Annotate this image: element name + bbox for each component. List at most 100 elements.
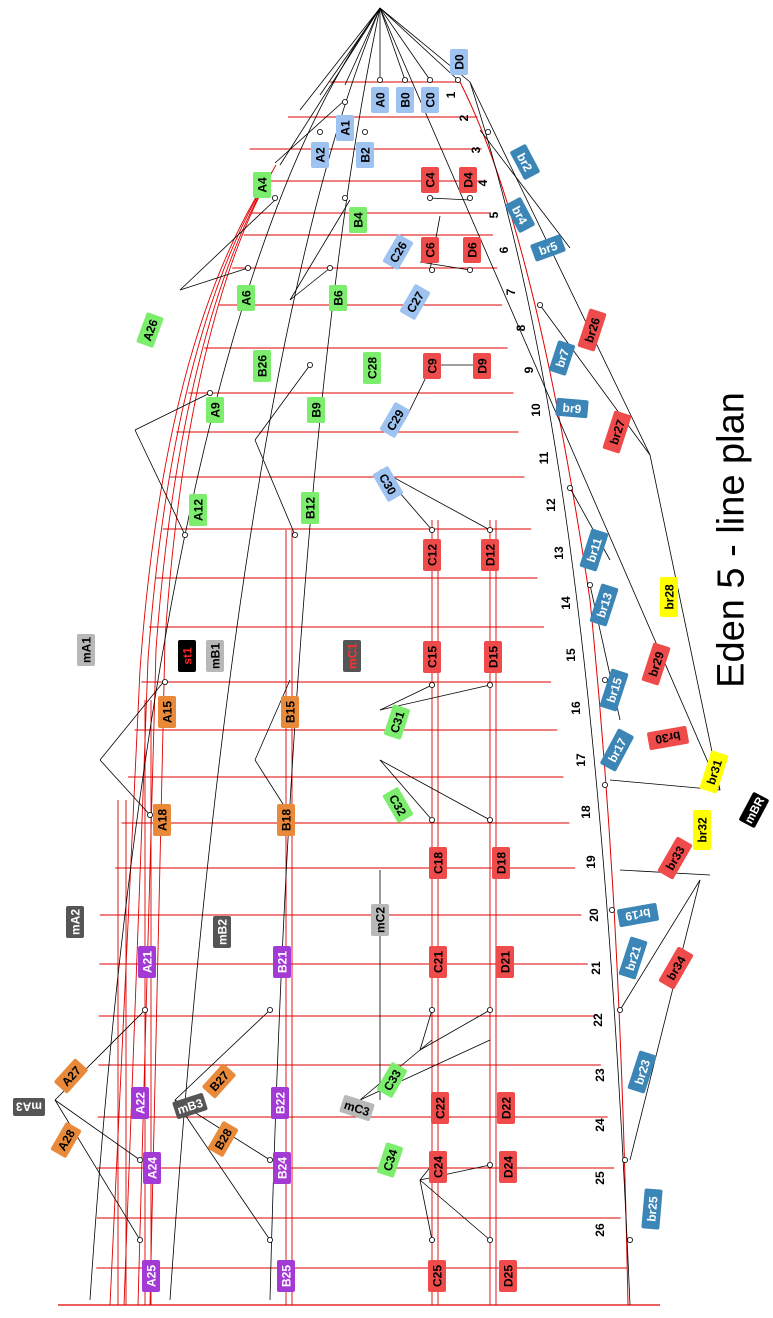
- member-label: A9: [206, 397, 224, 423]
- node-circle: [306, 361, 313, 368]
- member-label: br34: [658, 946, 694, 990]
- keel-curve: [459, 81, 629, 1306]
- member-line: [379, 469, 491, 531]
- member-label: C12: [423, 539, 441, 571]
- label-text: B6: [332, 290, 346, 306]
- frame-number: 4: [476, 179, 490, 186]
- label-box: [273, 1152, 291, 1184]
- member-label: br27: [602, 410, 632, 454]
- label-box: [658, 946, 694, 990]
- member-label: B4: [349, 207, 367, 233]
- node-circle: [326, 264, 333, 271]
- member-label: C33: [376, 1062, 408, 1098]
- frame-number: 13: [552, 546, 566, 560]
- member-label: C0: [421, 87, 439, 113]
- label-box: [377, 1142, 403, 1178]
- label-text: B21: [276, 951, 290, 973]
- label-box: [450, 49, 468, 75]
- frame-number: 9: [522, 366, 536, 373]
- label-box: [599, 668, 629, 712]
- member-line: [54, 1099, 141, 1161]
- label-box: [301, 492, 319, 524]
- member-line: [174, 1009, 271, 1101]
- member-line: [419, 1009, 491, 1051]
- label-box: [384, 704, 410, 740]
- member-label: D12: [481, 539, 499, 571]
- label-text: br32: [696, 817, 710, 843]
- label-box: [641, 1188, 663, 1230]
- member-line: [134, 392, 211, 431]
- member-label: C30: [372, 466, 404, 502]
- frame-number: 6: [497, 246, 511, 253]
- member-label: C29: [379, 402, 411, 438]
- member-label: B0: [396, 87, 414, 113]
- member-label: A6: [237, 285, 255, 311]
- label-box: [496, 946, 514, 978]
- label-text: B25: [280, 1265, 294, 1287]
- label-box: [602, 410, 632, 454]
- frame-number: 11: [537, 451, 551, 464]
- member-line: [289, 267, 331, 301]
- member-line: [254, 679, 291, 761]
- node-circle: [361, 128, 368, 135]
- member-label: B15: [281, 696, 299, 728]
- member-label: B28: [207, 1121, 239, 1157]
- label-box: [153, 804, 171, 836]
- node-circle: [602, 782, 609, 789]
- member-label: D18: [492, 847, 510, 879]
- member-line: [169, 7, 381, 1301]
- member-line: [419, 1179, 491, 1241]
- label-box: [158, 696, 176, 728]
- label-box: [271, 1087, 289, 1119]
- member-lines: [54, 7, 721, 1306]
- member-line: [419, 1179, 433, 1241]
- member-line: [134, 429, 186, 536]
- member-line: [254, 439, 296, 536]
- node-circle: [567, 484, 574, 491]
- member-line: [539, 304, 651, 456]
- label-text: A22: [134, 1092, 148, 1114]
- label-text: mB2: [216, 919, 230, 945]
- member-label: mA3: [13, 1098, 45, 1116]
- node-circle: [486, 1162, 493, 1169]
- label-text: A18: [156, 809, 170, 831]
- label-box: [699, 750, 729, 794]
- member-label: B9: [307, 397, 325, 423]
- frame-number: 1: [444, 91, 458, 98]
- member-label: B12: [301, 492, 319, 524]
- label-box: [311, 142, 329, 168]
- diagram-title: Eden 5 - line plan: [710, 392, 753, 688]
- label-box: [431, 1092, 449, 1124]
- label-text: C18: [432, 852, 446, 874]
- member-label: C32: [382, 787, 414, 823]
- node-circle: [428, 682, 435, 689]
- hull-curve: [123, 177, 269, 1306]
- node-circle: [428, 266, 435, 273]
- member-line: [429, 197, 471, 201]
- member-label: D6: [463, 237, 481, 263]
- label-box: [142, 1260, 160, 1292]
- label-box: [429, 1151, 447, 1183]
- node-circle: [486, 527, 493, 534]
- member-line: [419, 261, 471, 271]
- label-box: [253, 350, 271, 382]
- label-text: D24: [502, 1156, 516, 1178]
- member-label: D4: [459, 167, 477, 193]
- member-line: [619, 879, 701, 1011]
- member-label: C26: [382, 234, 414, 270]
- member-line: [379, 759, 433, 821]
- label-text: mB1: [209, 643, 223, 669]
- member-line: [289, 199, 351, 301]
- member-label: C21: [429, 946, 447, 978]
- node-circle: [428, 1237, 435, 1244]
- member-label: C6: [421, 237, 439, 263]
- hull-curve: [137, 171, 273, 1306]
- label-box: [555, 397, 589, 419]
- member-line: [99, 679, 166, 761]
- node-circle: [136, 1157, 143, 1164]
- member-label: br7: [549, 340, 575, 376]
- frame-number: 18: [579, 805, 593, 819]
- member-line: [629, 879, 701, 1161]
- node-circle: [136, 1237, 143, 1244]
